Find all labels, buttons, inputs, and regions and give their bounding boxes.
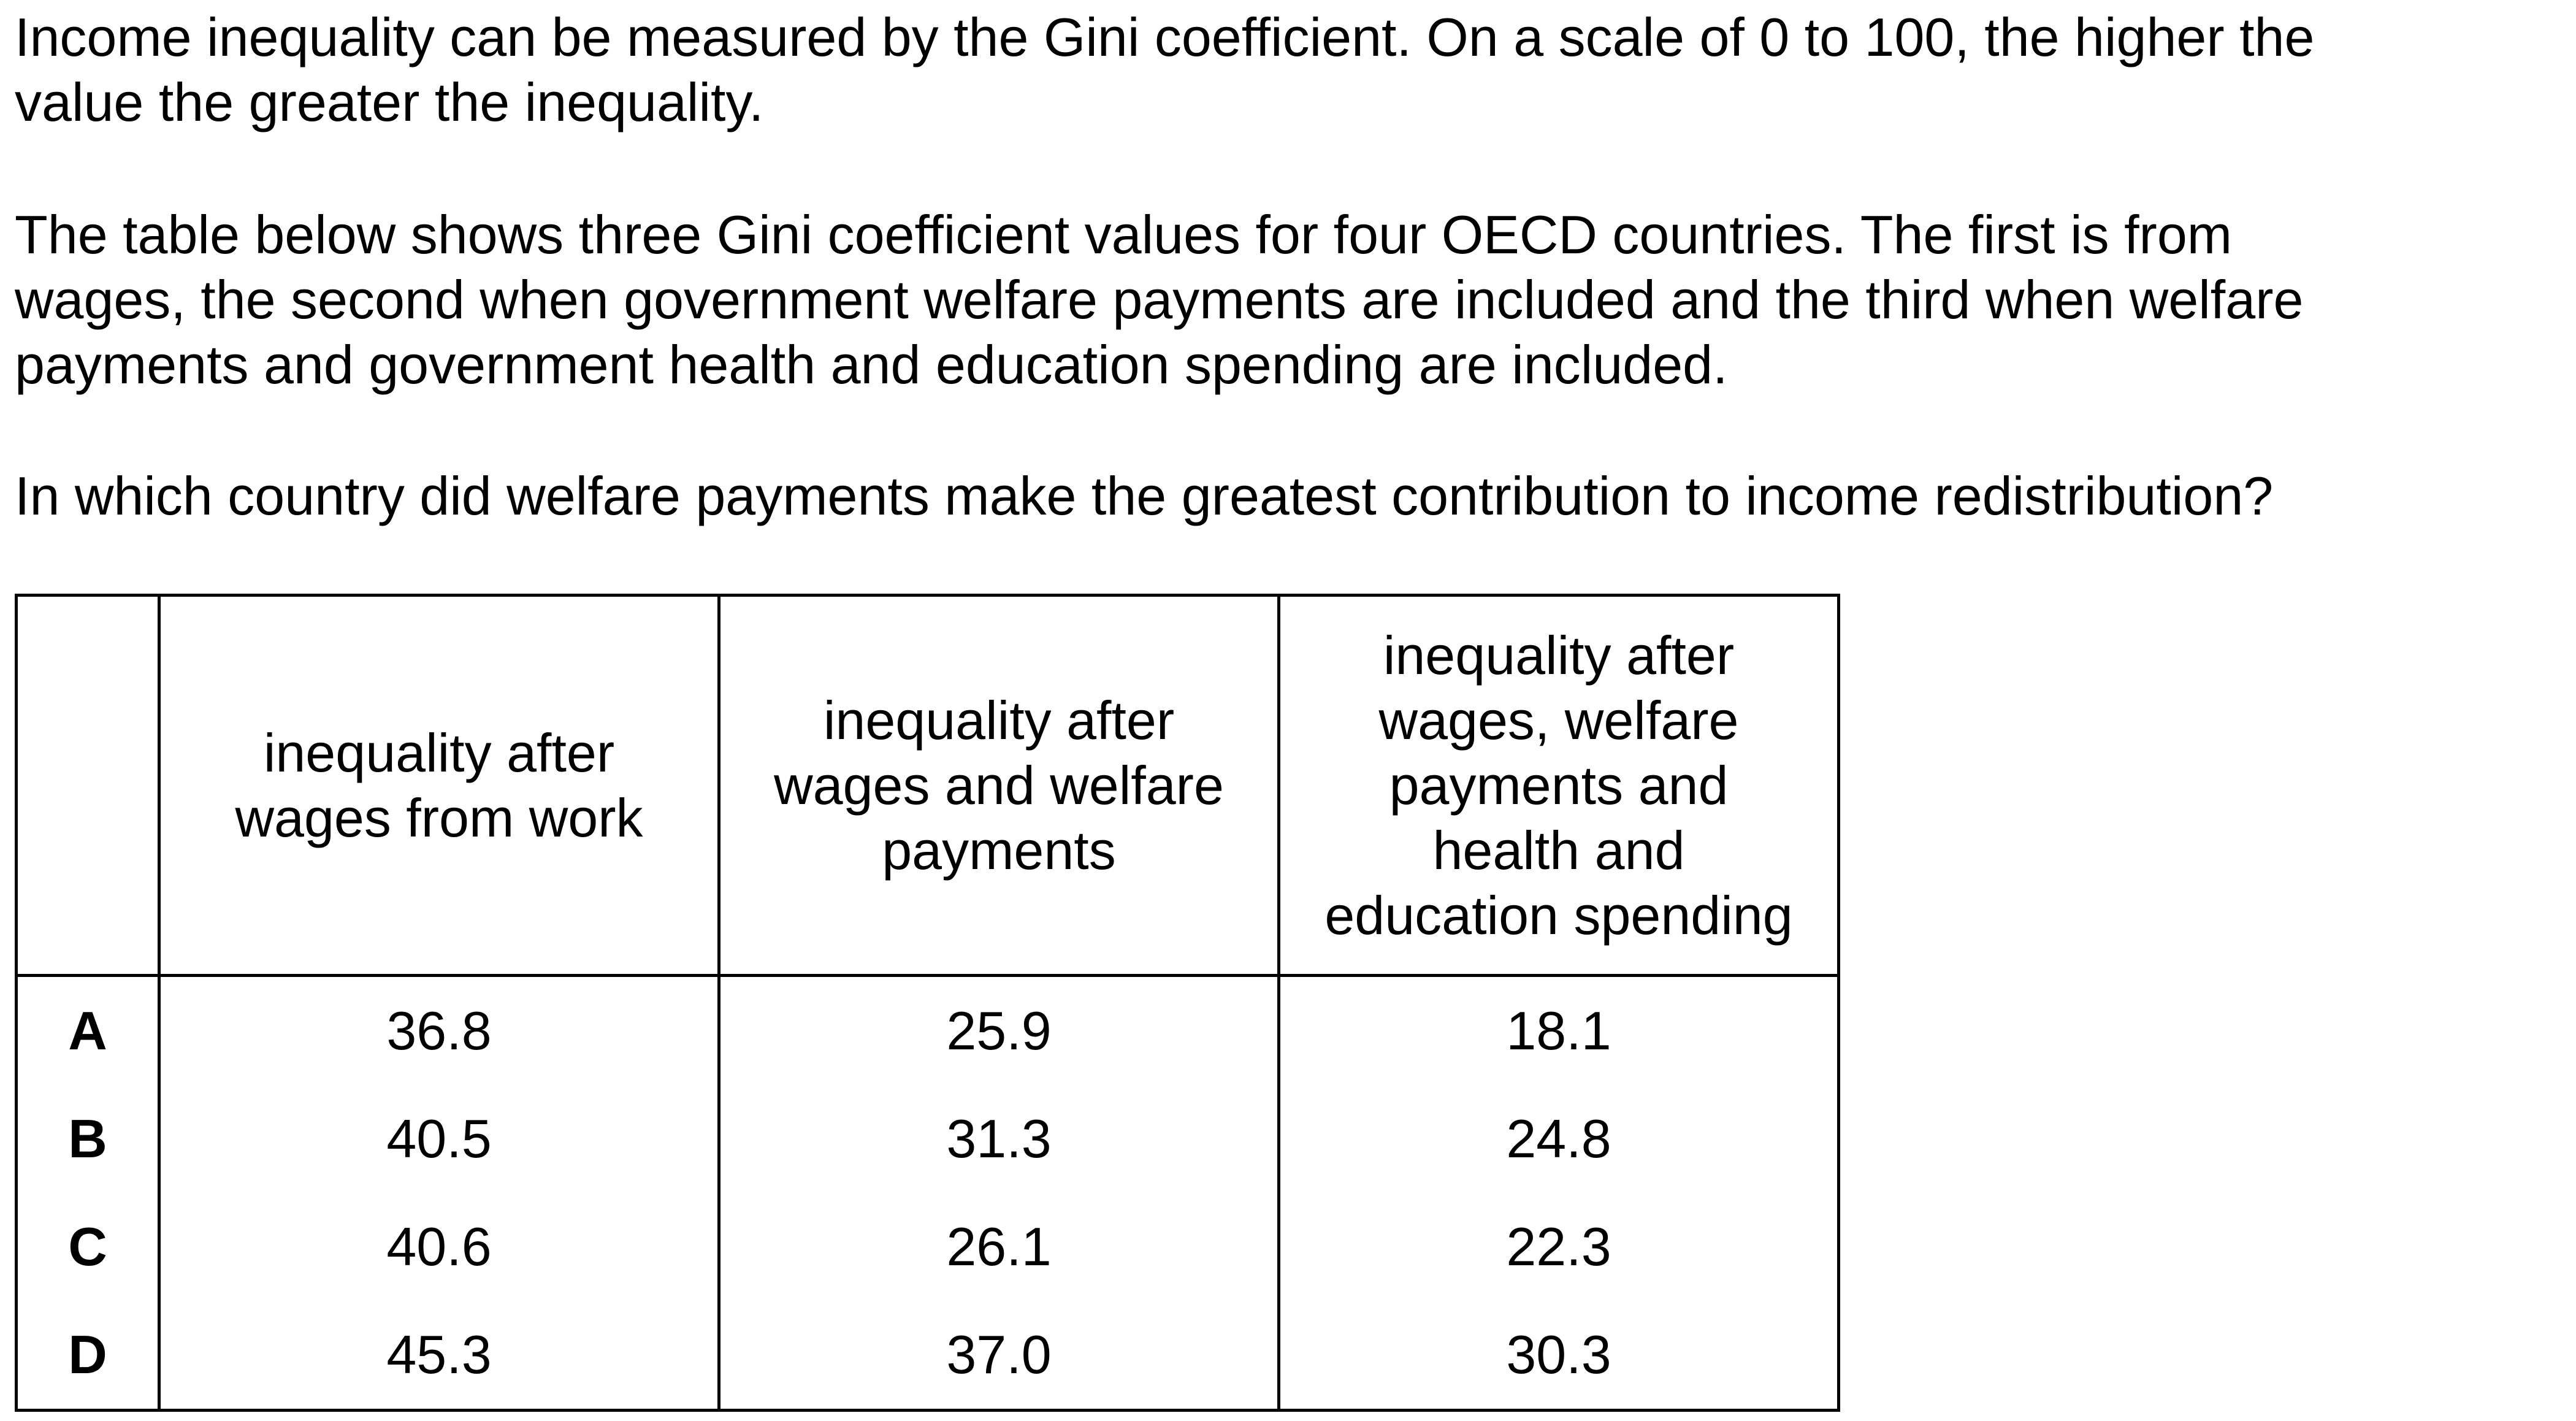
header-health-education-line: education spending	[1324, 884, 1793, 946]
header-health-education-line: health and	[1432, 819, 1685, 881]
header-health-education-line: inequality after	[1383, 624, 1735, 686]
header-welfare-line: inequality after	[823, 689, 1175, 751]
header-wages-line: wages from work	[235, 787, 643, 848]
header-health-education-line: wages, welfare	[1378, 689, 1739, 751]
header-row: inequality after wages from work inequal…	[15, 594, 1840, 977]
table-row: D 45.3 37.0 30.3	[15, 1301, 1840, 1412]
table-description-line-2: wages, the second when government welfar…	[15, 269, 2304, 330]
wages-value: 45.3	[158, 1301, 720, 1412]
header-welfare-line: wages and welfare	[774, 754, 1224, 816]
wages-value: 40.6	[158, 1193, 720, 1301]
health-education-value: 30.3	[1277, 1301, 1840, 1412]
table-description-line-1: The table below shows three Gini coeffic…	[15, 204, 2233, 265]
header-wages: inequality after wages from work	[158, 594, 720, 977]
table-row: C 40.6 26.1 22.3	[15, 1193, 1840, 1301]
header-welfare-line: payments	[882, 819, 1116, 881]
health-education-value: 22.3	[1277, 1193, 1840, 1301]
header-health-education: inequality after wages, welfare payments…	[1277, 594, 1840, 977]
option-letter: B	[15, 1085, 161, 1193]
intro-line-1: Income inequality can be measured by the…	[15, 7, 2315, 67]
health-education-value: 18.1	[1277, 975, 1840, 1085]
table-row: A 36.8 25.9 18.1	[15, 975, 1840, 1085]
welfare-value: 26.1	[717, 1193, 1280, 1301]
intro-paragraph: Income inequality can be measured by the…	[15, 5, 2480, 135]
option-letter: A	[15, 975, 161, 1085]
option-letter: C	[15, 1193, 161, 1301]
header-welfare: inequality after wages and welfare payme…	[717, 594, 1280, 977]
health-education-value: 24.8	[1277, 1085, 1840, 1193]
wages-value: 40.5	[158, 1085, 720, 1193]
intro-line-2: value the greater the inequality.	[15, 72, 764, 132]
wages-value: 36.8	[158, 975, 720, 1085]
table-description-paragraph: The table below shows three Gini coeffic…	[15, 202, 2480, 397]
welfare-value: 31.3	[717, 1085, 1280, 1193]
option-header-cell	[15, 594, 161, 977]
table-description-line-3: payments and government health and educa…	[15, 334, 1728, 395]
table-row: B 40.5 31.3 24.8	[15, 1085, 1840, 1193]
option-letter: D	[15, 1301, 161, 1412]
header-wages-line: inequality after	[263, 722, 615, 783]
header-health-education-line: payments and	[1389, 754, 1729, 816]
welfare-value: 25.9	[717, 975, 1280, 1085]
gini-table: inequality after wages from work inequal…	[15, 594, 1840, 1412]
question-prompt: In which country did welfare payments ma…	[15, 465, 2274, 526]
welfare-value: 37.0	[717, 1301, 1280, 1412]
